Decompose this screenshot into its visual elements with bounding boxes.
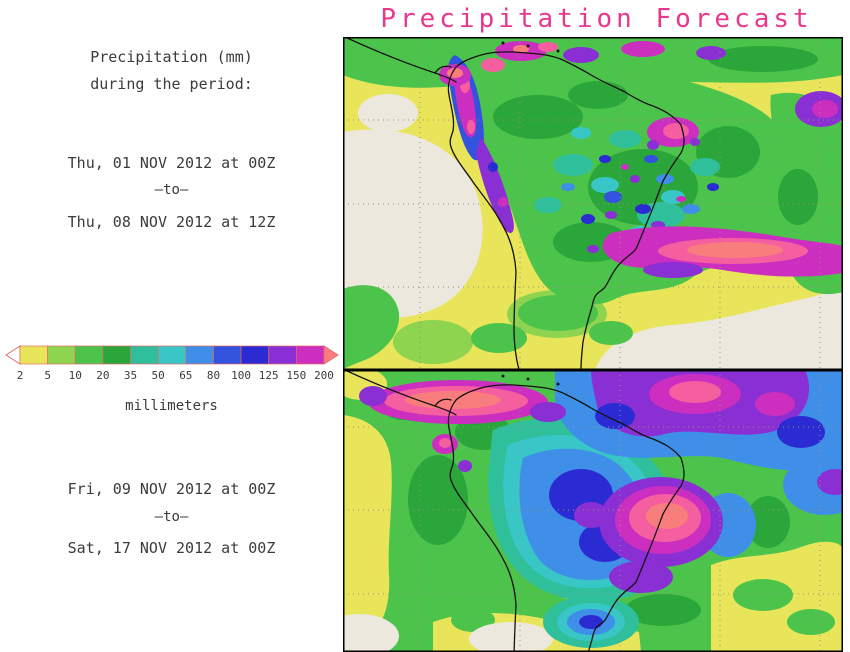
legend-heading-line1: Precipitation (mm) <box>90 48 253 66</box>
colorbar-right-arrow <box>323 345 339 365</box>
period2-separator: –to– <box>154 509 189 525</box>
colorbar-tick-label: 125 <box>259 369 279 382</box>
colorbar-segment <box>19 345 48 365</box>
period1-end-date: Thu, 08 NOV 2012 at 12Z <box>67 213 276 231</box>
colorbar-tick-label: 20 <box>96 369 109 382</box>
week1-map-graphic <box>343 36 847 371</box>
colorbar-tick-label: 35 <box>124 369 137 382</box>
colorbar-segment <box>240 345 270 365</box>
coastline-week1 <box>344 36 685 371</box>
legend-heading-line2: during the period: <box>90 75 253 93</box>
colorbar-segment <box>102 345 131 365</box>
colorbar-segment <box>47 345 76 365</box>
colorbar-tick-label: 80 <box>207 369 220 382</box>
colorbar-tick-label: 65 <box>179 369 192 382</box>
colorbar-segment <box>130 345 159 365</box>
period2-start-date: Fri, 09 NOV 2012 at 00Z <box>67 480 276 498</box>
precipitation-colorbar: 2 5 10 20 35 50 65 80 100 125 150 200 <box>5 345 339 382</box>
colorbar-tick-label: 5 <box>44 369 51 382</box>
colorbar-tick-label: 2 <box>17 369 24 382</box>
forecast-map-week1 <box>343 36 847 371</box>
colorbar-tick-label: 100 <box>231 369 251 382</box>
colorbar-segment <box>185 345 214 365</box>
colorbar-segment <box>157 345 187 365</box>
colorbar-tick-label: 150 <box>286 369 306 382</box>
colorbar-segment <box>74 345 104 365</box>
page-title: Precipitation Forecast <box>380 4 813 34</box>
period1-start-date: Thu, 01 NOV 2012 at 00Z <box>67 154 276 172</box>
colorbar-segment <box>296 345 325 365</box>
colorbar-segment <box>213 345 242 365</box>
forecast-map-week2 <box>319 368 850 652</box>
precip-shading-week1 <box>343 37 847 370</box>
gridlines-week1 <box>343 37 843 370</box>
period1-separator: –to– <box>154 182 189 198</box>
gridlines-week2 <box>343 370 843 652</box>
colorbar-unit-label: millimeters <box>125 398 218 414</box>
colorbar-tick-label: 10 <box>69 369 82 382</box>
week2-map-graphic <box>319 368 850 652</box>
coastline-week2 <box>344 369 685 652</box>
colorbar-segment <box>268 345 297 365</box>
precip-shading-week2 <box>319 368 850 652</box>
colorbar-left-arrow <box>5 345 21 365</box>
period2-end-date: Sat, 17 NOV 2012 at 00Z <box>67 539 276 557</box>
colorbar-tick-label: 50 <box>152 369 165 382</box>
colorbar-tick-label: 200 <box>314 369 334 382</box>
